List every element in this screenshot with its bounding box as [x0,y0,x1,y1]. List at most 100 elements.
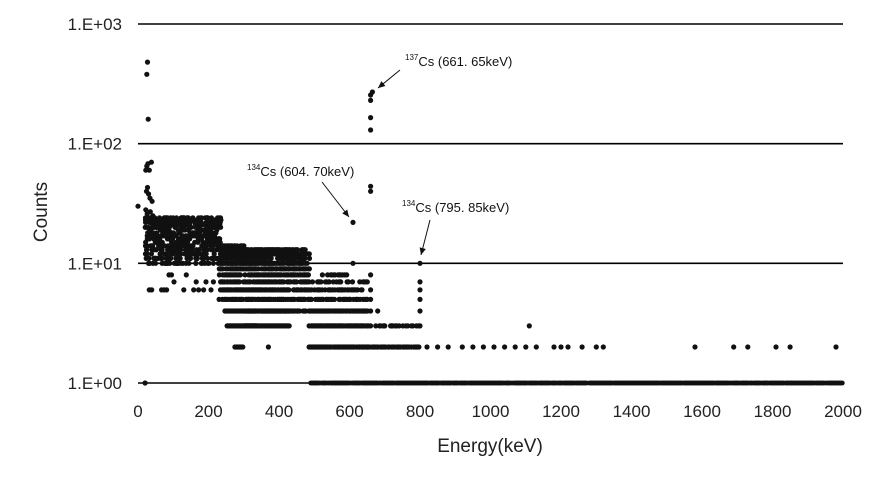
data-point [773,344,779,350]
data-point [368,272,374,278]
data-point [217,236,223,242]
data-point [306,266,312,272]
y-axis-title: Counts [31,182,52,242]
data-point [731,344,737,350]
data-point [210,279,216,285]
data-point [144,251,150,257]
data-point [600,344,606,350]
data-point [196,287,202,293]
data-point [146,167,152,173]
data-point [308,296,314,302]
data-point [204,247,211,253]
data-point [218,217,224,223]
data-point [236,279,242,285]
data-point [242,272,248,278]
data-point [181,287,187,293]
data-point [368,115,374,121]
data-point [400,323,406,329]
data-point [424,344,430,350]
data-point [345,279,351,285]
arrowhead-icon [342,209,349,217]
data-point [416,344,422,350]
x-tick-label: 1800 [754,402,792,421]
data-point [319,272,325,278]
data-point [146,191,152,197]
data-point [193,260,199,266]
data-point [526,323,532,329]
y-tick-label: 1.E+00 [68,374,122,393]
data-point [241,243,247,249]
data-point [435,344,441,350]
x-tick-label: 1600 [683,402,721,421]
data-point [144,59,151,65]
tick-layer: 1.E+00 1.E+01 1.E+02 1.E+03 0 200 400 600 800 100… [68,15,862,421]
data-point [198,215,205,221]
data-point [153,260,159,266]
data-point [149,198,155,204]
data-point [186,260,192,266]
x-tick-label: 1000 [472,402,510,421]
data-point [593,344,599,350]
x-tick-label: 0 [133,402,142,421]
data-point [368,97,374,103]
data-point [147,209,153,215]
data-point [355,287,361,293]
data-point [692,344,698,350]
data-point [203,251,209,257]
data-point [364,308,370,314]
y-tick-label: 1.E+01 [68,254,122,273]
data-point [157,251,163,257]
data-point [344,272,350,278]
data-point [228,247,234,253]
data-point [565,344,571,350]
data-point [143,207,149,213]
data-point [787,344,793,350]
x-tick-label: 800 [406,402,434,421]
x-tick-label: 600 [335,402,363,421]
data-point [178,247,184,253]
data-point [201,287,207,293]
data-point [144,184,151,191]
data-point [189,247,195,253]
data-point [286,323,292,329]
data-point [171,279,177,285]
data-point [268,255,274,261]
data-point [148,159,154,165]
data-point [240,344,246,350]
data-point [149,287,155,293]
y-tick-label: 1.E+02 [68,135,122,154]
data-point [364,296,370,302]
data-point [188,224,194,230]
data-point [146,255,152,261]
data-point [144,71,150,77]
data-point [167,260,173,266]
data-point [491,344,497,350]
data-point [187,255,193,261]
data-point [194,255,200,261]
data-point [745,344,751,350]
data-point [142,380,148,386]
data-point [417,308,423,314]
data-point [445,344,451,350]
data-point [417,287,423,293]
data-point [368,183,374,189]
data-point [170,236,176,242]
data-point [148,251,154,257]
data-point [502,344,508,350]
data-point [159,255,165,261]
data-point [302,255,308,261]
data-point [296,308,303,314]
data-point [145,116,151,122]
data-point [416,323,422,329]
data-point [178,251,184,257]
data-point [171,251,177,257]
data-point [309,279,316,285]
data-point [164,287,170,293]
x-axis-title: Energy(keV) [437,436,543,457]
data-layer [135,59,845,386]
data-point [193,279,199,285]
data-point [302,247,308,253]
data-point [168,255,174,261]
data-point [558,344,564,350]
